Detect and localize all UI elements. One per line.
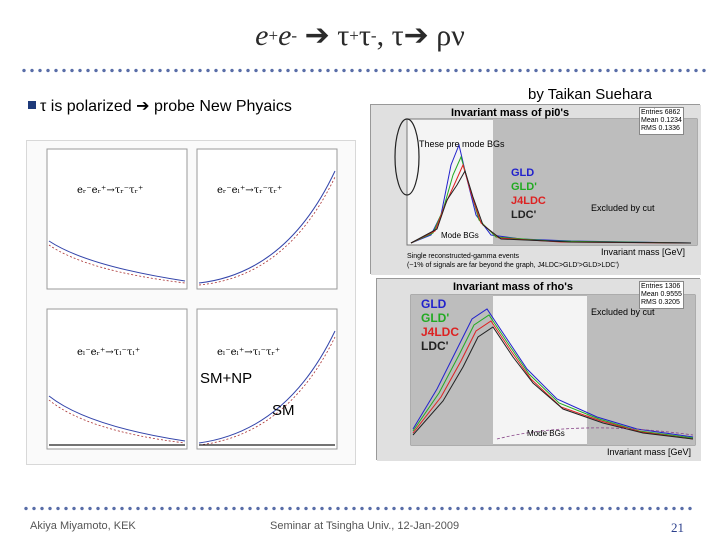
rho-title: Invariant mass of rho's (453, 281, 573, 293)
rho-legend-gld2: GLD' (421, 311, 450, 325)
author-credit: by Taikan Suehara (528, 86, 652, 103)
pi0-legend-j4ldc: J4LDC (511, 195, 546, 207)
rho-mode-bgs-label: Mode BGs (527, 429, 565, 438)
rho-excluded-label: Excluded by cut (591, 307, 655, 317)
bullet-icon (28, 101, 36, 109)
rho-legend-j4ldc: J4LDC (421, 325, 460, 339)
bullet-text: τ is polarized ➔ probe New Phyaics (40, 98, 292, 115)
rho-legend-ldc: LDC' (421, 339, 449, 353)
bullet-point: τ is polarized ➔ probe New Phyaics (28, 96, 292, 116)
rho-stats: Entries 1306 Mean 0.9555 RMS 0.3205 (639, 281, 684, 309)
footer-divider (22, 506, 694, 511)
pi0-legend-ldc: LDC' (511, 209, 537, 221)
pi0-xlabel: Invariant mass [GeV] (601, 247, 686, 257)
pi0-title: Invariant mass of pi0's (451, 107, 570, 119)
label-sm: SM (272, 402, 295, 419)
footer-venue: Seminar at Tsingha Univ., 12-Jan-2009 (270, 520, 460, 532)
pi0-pre-mode-label: These pre mode BGs (419, 139, 505, 149)
pi0-note-1: Single reconstructed-gamma events (407, 253, 520, 260)
formula-lr: eₗ⁻eᵣ⁺→τₗ⁻τₗ⁺ (77, 347, 141, 358)
rho-xlabel: Invariant mass [GeV] (607, 447, 692, 457)
page-number: 21 (671, 520, 684, 535)
pi0-note-2: (~1% of signals are far beyond the graph… (407, 262, 620, 269)
formula-ll: eₗ⁻eₗ⁺→τₗ⁻τᵣ⁺ (217, 347, 281, 358)
pi0-legend-gld2: GLD' (511, 181, 537, 193)
pi0-stats: Entries 6862 Mean 0.1234 RMS 0.1336 (639, 107, 684, 135)
angular-distribution-grid: eᵣ⁻eᵣ⁺→τᵣ⁻τᵣ⁺ eᵣ⁻eₗ⁺→τᵣ⁻τᵣ⁺ eₗ⁻eᵣ⁺→τₗ⁻τₗ… (26, 140, 356, 465)
pi0-mode-bgs-label: Mode BGs (441, 231, 479, 240)
angular-plots-svg (46, 148, 338, 450)
footer-author: Akiya Miyamoto, KEK (30, 520, 136, 532)
rho-legend-gld: GLD (421, 297, 447, 311)
rho-plot-svg (377, 279, 701, 461)
pi0-legend-gld: GLD (511, 167, 535, 179)
pi0-plot-svg (371, 105, 701, 275)
pi0-mass-plot: Invariant mass of pi0's Entries 6862 Mea… (370, 104, 701, 275)
slide-title: e+e- ➔ τ+τ-, τ➔ ρν (255, 19, 465, 52)
pi0-excluded-label: Excluded by cut (591, 203, 655, 213)
formula-rl: eᵣ⁻eₗ⁺→τᵣ⁻τᵣ⁺ (217, 185, 283, 196)
formula-rr: eᵣ⁻eᵣ⁺→τᵣ⁻τᵣ⁺ (77, 185, 144, 196)
title-divider (20, 68, 710, 73)
rho-mass-plot: Invariant mass of rho's Entries 1306 Mea… (376, 278, 701, 461)
label-sm-np: SM+NP (200, 370, 253, 387)
